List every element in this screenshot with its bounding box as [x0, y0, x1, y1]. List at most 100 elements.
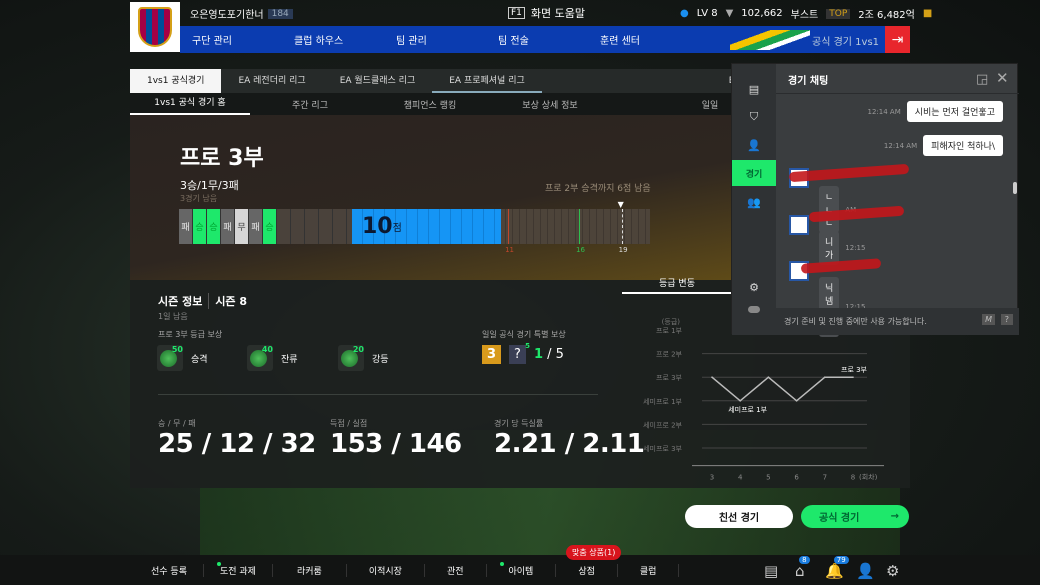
exit-icon: ⇥ — [891, 31, 904, 48]
annotation-current: 프로 3부 — [841, 366, 868, 374]
chat-bubble-icon[interactable]: ▤ — [764, 562, 779, 580]
coin-icon: 50 — [157, 345, 183, 371]
profile-icon[interactable]: 👤 — [856, 562, 875, 580]
club-level: 184 — [267, 8, 293, 19]
bottom-shop[interactable]: 상점 — [556, 563, 618, 577]
chat-title: 경기 채팅 — [788, 76, 829, 87]
nav-decoration — [730, 30, 810, 50]
match-result: 패 — [221, 209, 235, 244]
tab-legendary[interactable]: EA 레전더리 리그 — [238, 76, 306, 86]
redaction — [788, 163, 910, 183]
x-tick-label: 5 — [766, 474, 770, 480]
bottom-transfer-market[interactable]: 이적시장 — [347, 563, 425, 577]
match-slot-empty — [333, 209, 347, 244]
bottom-bar: 선수 등록 도전 과제 라커룸 이적시장 관전 아이템 상점 클럽 — [0, 555, 1040, 585]
x-tick-label: 6 — [794, 474, 799, 480]
chat-scrollbar[interactable] — [1013, 182, 1017, 194]
x-tick-label: 4 — [738, 474, 743, 480]
gear-icon[interactable]: ⚙ — [749, 280, 759, 294]
grade-line — [711, 376, 853, 402]
points-marker-label: 11 — [505, 246, 515, 254]
points-marker — [508, 209, 510, 244]
bottom-club[interactable]: 클럽 — [618, 563, 680, 577]
popout-icon[interactable]: ◲ — [976, 72, 989, 87]
grade-point — [767, 376, 770, 378]
bottom-locker-room[interactable]: 라커룸 — [273, 563, 347, 577]
match-result: 패 — [249, 209, 263, 244]
bell-icon[interactable]: 🔔 79 — [825, 556, 849, 580]
settings-icon[interactable]: ⚙ — [886, 562, 900, 580]
subtab-daily[interactable]: 일일 — [701, 100, 719, 111]
y-tick-label: 프로 2부 — [656, 351, 683, 359]
match-result: 무 — [235, 209, 249, 244]
tab-match-chat[interactable]: 경기 — [732, 160, 776, 186]
current-mode-label: 공식 경기 1vs1 — [812, 37, 880, 48]
stat-record: 승 / 무 / 패 25 / 12 / 32 — [158, 419, 316, 459]
official-match-button[interactable]: 공식 경기 → — [801, 505, 909, 528]
subtab-weekly[interactable]: 주간 리그 — [292, 100, 328, 111]
nav-training-center[interactable]: 훈련 센터 — [600, 36, 640, 47]
tab-1vs1[interactable]: 1vs1 공식경기 — [130, 69, 222, 93]
reward-label: 잔류 — [281, 354, 298, 365]
reward-stay: 40 잔류 — [247, 345, 298, 371]
season-number: 시즌 8 — [208, 293, 247, 309]
match-slot-empty — [305, 209, 319, 244]
chat-message: ㄴㄴㄴAM — [788, 163, 910, 233]
season-info-label: 시즌 정보 — [158, 295, 203, 308]
tab-grade-change[interactable]: 등급 변동 — [622, 276, 732, 294]
tab-worldclass[interactable]: EA 월드클래스 리그 — [339, 76, 416, 86]
nav-team-tactics[interactable]: 팀 전술 — [498, 36, 529, 47]
nav-team-management[interactable]: 팀 관리 — [396, 36, 427, 47]
rank-title: 프로 3부 — [180, 146, 264, 171]
help-button[interactable]: F1 화면 도움말 — [508, 5, 585, 21]
stat-goals: 득점 / 실점 153 / 146 — [330, 419, 462, 459]
coin-icon: 20 — [338, 345, 364, 371]
user-level: LV 8 — [696, 8, 718, 19]
x-tick-label: 3 — [710, 474, 714, 480]
daily-reward-title: 일일 공식 경기 특별 보상 — [482, 330, 566, 339]
tab-professional[interactable]: EA 프로페셔널 리그 — [432, 69, 542, 93]
bottom-challenges[interactable]: 도전 과제 — [204, 561, 273, 577]
boost-label[interactable]: 부스트 — [790, 10, 819, 21]
close-icon[interactable]: ✕ — [996, 69, 1009, 87]
chat-help-button[interactable]: ? — [1000, 314, 1013, 325]
currency-icon: ▼ — [725, 8, 734, 19]
annotation-low: 세미프로 1부 — [728, 405, 767, 414]
club-icon[interactable]: ⛉ — [749, 110, 759, 123]
bottom-player-register[interactable]: 선수 등록 — [135, 563, 204, 577]
reward-label: 승격 — [191, 354, 208, 365]
subtab-champions[interactable]: 챔피언스 랭킹 — [403, 100, 457, 111]
macro-button[interactable]: M — [982, 314, 995, 325]
grade-point — [852, 376, 854, 378]
subtab-home[interactable]: 1vs1 공식 경기 홈 — [130, 94, 250, 115]
toggle-switch[interactable] — [732, 296, 776, 322]
bottom-items[interactable]: 아이템 — [487, 561, 557, 577]
match-slot-empty — [291, 209, 305, 244]
chat-message: 12:14 AM 피해자인 척하나\ — [884, 135, 1003, 156]
chat-message: 닉넴으로12:15 — [789, 258, 882, 337]
friend-chat-icon[interactable]: 👤 — [747, 138, 761, 152]
chat-icon[interactable]: ▤ — [748, 82, 760, 96]
top-badge: TOP — [826, 8, 851, 19]
reward-label: 강등 — [372, 354, 389, 365]
subtab-rewards[interactable]: 보상 상세 정보 — [522, 100, 578, 111]
grade-point — [795, 400, 798, 402]
chat-sidebar: ▤ ⛉ 👤 경기 👥 ⚙ — [732, 64, 776, 335]
daily-done: 1 — [533, 347, 543, 362]
chat-footer: 경기 준비 및 진행 중에만 사용 가능합니다. M ? — [776, 308, 1019, 335]
match-result: 패 — [179, 209, 193, 244]
points-marker — [621, 209, 623, 244]
exit-button[interactable]: ⇥ — [885, 26, 910, 53]
group-icon[interactable]: 👥 — [747, 195, 761, 209]
nav-club-house[interactable]: 클럽 하우스 — [294, 36, 344, 47]
friendly-match-button[interactable]: 친선 경기 — [685, 505, 793, 528]
nav-club-management[interactable]: 구단 관리 — [192, 36, 232, 47]
club-info: 오은영도포기한너 184 — [190, 6, 293, 21]
bottom-spectate[interactable]: 관전 — [425, 563, 487, 577]
sub-tabs: 1vs1 공식 경기 홈 주간 리그 챔피언스 랭킹 보상 상세 정보 일일 — [130, 93, 910, 115]
avatar — [789, 215, 809, 235]
mailbox-icon[interactable]: ⌂ 8 — [795, 556, 810, 580]
x-tick-label: 8 — [851, 474, 855, 480]
